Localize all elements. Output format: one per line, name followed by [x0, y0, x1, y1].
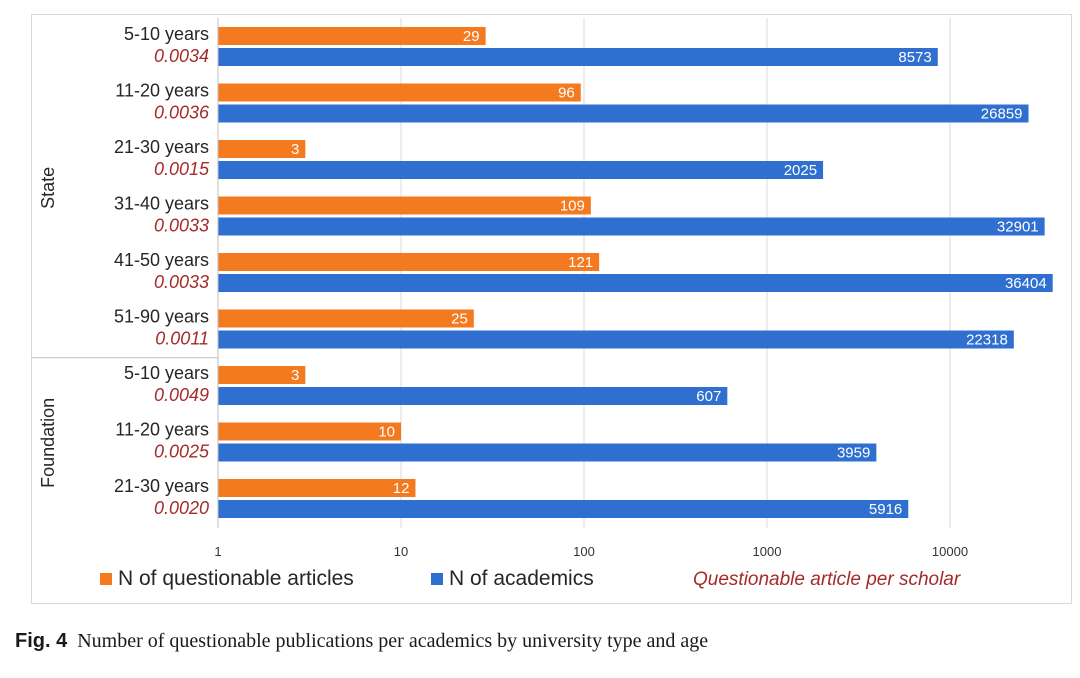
category-label: 31-40 years	[114, 194, 209, 214]
academics-bar	[218, 161, 824, 179]
questionable-bar	[218, 253, 600, 271]
questionable-bar	[218, 83, 581, 102]
questionable-data-label: 29	[463, 28, 480, 45]
questionable-bar	[218, 140, 306, 158]
questionable-bar	[218, 366, 306, 384]
group-label: State	[38, 167, 58, 209]
academics-data-label: 2025	[784, 162, 817, 179]
questionable-data-label: 12	[393, 480, 410, 497]
questionable-data-label: 25	[451, 311, 468, 328]
questionable-bar	[218, 479, 416, 497]
academics-data-label: 36404	[1005, 275, 1047, 292]
ratio-label: 0.0036	[154, 103, 210, 123]
legend-swatch	[100, 573, 112, 585]
ratio-label: 0.0033	[154, 216, 209, 236]
ratio-label: 0.0015	[154, 159, 210, 179]
questionable-data-label: 109	[560, 198, 585, 215]
x-tick-label: 10000	[932, 544, 968, 559]
ratio-label: 0.0033	[154, 272, 209, 292]
academics-bar	[218, 104, 1029, 123]
figure-caption-text: Number of questionable publications per …	[77, 630, 709, 652]
ratio-label: 0.0020	[154, 498, 209, 518]
academics-bar	[218, 274, 1053, 292]
category-label: 11-20 years	[115, 420, 209, 440]
group-label: Foundation	[38, 398, 58, 488]
questionable-data-label: 121	[568, 254, 593, 271]
category-label: 5-10 years	[124, 363, 209, 383]
legend-swatch	[431, 573, 443, 585]
ratio-label: 0.0025	[154, 442, 210, 462]
academics-data-label: 8573	[898, 49, 931, 66]
academics-data-label: 32901	[997, 219, 1039, 236]
academics-data-label: 5916	[869, 501, 902, 518]
questionable-bar	[218, 196, 591, 215]
category-label: 11-20 years	[115, 81, 209, 101]
questionable-data-label: 3	[291, 141, 299, 158]
ratio-label: 0.0011	[155, 329, 209, 349]
questionable-data-label: 96	[558, 85, 575, 102]
questionable-bar	[218, 27, 486, 45]
academics-bar	[218, 387, 728, 405]
figure-label: Fig. 4	[15, 630, 68, 652]
category-label: 21-30 years	[114, 137, 209, 157]
academics-bar	[218, 48, 938, 66]
questionable-data-label: 10	[378, 424, 395, 441]
academics-data-label: 22318	[966, 332, 1008, 349]
legend-label: N of questionable articles	[118, 567, 354, 590]
questionable-bar	[218, 422, 401, 441]
category-label: 51-90 years	[114, 307, 209, 327]
ratio-label: 0.0034	[154, 46, 209, 66]
ratio-label: 0.0049	[154, 385, 209, 405]
x-tick-label: 10	[394, 544, 408, 559]
academics-data-label: 3959	[837, 445, 870, 462]
academics-data-label: 26859	[981, 106, 1023, 123]
category-label: 41-50 years	[114, 250, 209, 270]
academics-bar	[218, 217, 1045, 236]
legend-ratio-label: Questionable article per scholar	[693, 569, 961, 590]
x-tick-label: 1000	[753, 544, 782, 559]
category-label: 5-10 years	[124, 24, 209, 44]
category-label: 21-30 years	[114, 476, 209, 496]
figure-caption: Fig. 4 Number of questionable publication…	[15, 630, 1065, 653]
x-tick-label: 1	[214, 544, 221, 559]
academics-bar	[218, 500, 909, 518]
questionable-bar	[218, 309, 474, 328]
academics-bar	[218, 330, 1014, 349]
legend-label: N of academics	[449, 567, 594, 590]
x-tick-label: 100	[573, 544, 595, 559]
academics-data-label: 607	[696, 388, 721, 405]
academics-bar	[218, 443, 877, 462]
questionable-data-label: 3	[291, 367, 299, 384]
